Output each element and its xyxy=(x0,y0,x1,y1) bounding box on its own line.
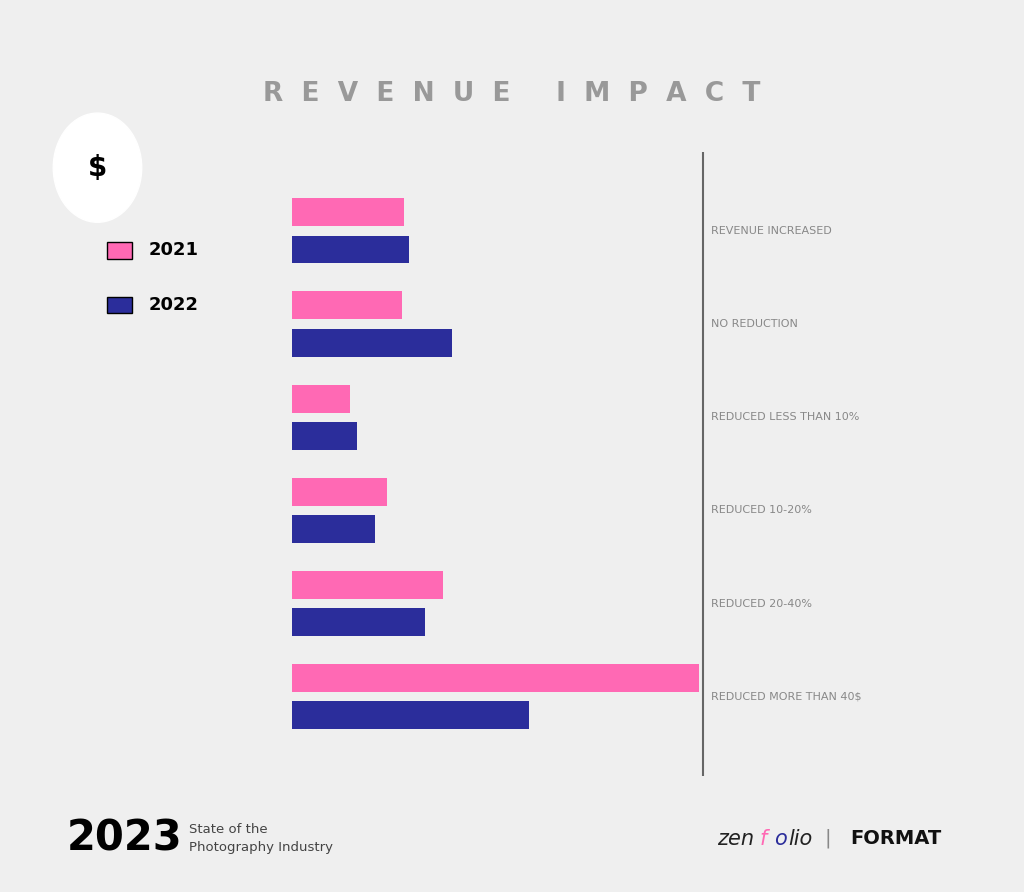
Bar xyxy=(292,422,357,450)
FancyBboxPatch shape xyxy=(108,242,132,259)
Bar xyxy=(292,571,443,599)
Text: 12%: 12% xyxy=(366,205,400,219)
Text: 12.5%: 12.5% xyxy=(354,242,404,257)
Bar xyxy=(292,384,350,413)
Text: 17.1%: 17.1% xyxy=(397,335,447,351)
Text: 14.2%: 14.2% xyxy=(370,615,421,630)
Bar xyxy=(292,701,529,730)
Text: f: f xyxy=(760,829,767,848)
Text: REVENUE INCREASED: REVENUE INCREASED xyxy=(711,226,831,235)
Text: NO REDUCTION: NO REDUCTION xyxy=(711,319,798,329)
Text: 7.0%: 7.0% xyxy=(312,428,353,443)
Bar xyxy=(292,329,452,357)
Bar xyxy=(292,665,699,692)
Text: 11.8%: 11.8% xyxy=(347,298,398,313)
Text: REDUCED 10-20%: REDUCED 10-20% xyxy=(711,506,812,516)
Bar xyxy=(292,292,402,319)
Text: State of the
Photography Industry: State of the Photography Industry xyxy=(189,823,334,855)
Text: FORMAT: FORMAT xyxy=(850,830,941,848)
Text: 43.6%: 43.6% xyxy=(645,671,695,686)
Bar xyxy=(292,515,375,543)
Text: 2023: 2023 xyxy=(67,818,182,860)
Bar xyxy=(292,478,387,506)
Text: 25.4%: 25.4% xyxy=(475,708,525,723)
Text: o: o xyxy=(774,829,786,848)
Bar xyxy=(292,235,409,263)
Text: REDUCED 20-40%: REDUCED 20-40% xyxy=(711,599,812,608)
Text: $: $ xyxy=(88,153,108,182)
Bar xyxy=(292,198,404,227)
Text: R  E  V  E  N  U  E     I  M  P  A  C  T: R E V E N U E I M P A C T xyxy=(263,80,761,107)
FancyBboxPatch shape xyxy=(108,296,132,313)
Text: REDUCED LESS THAN 10%: REDUCED LESS THAN 10% xyxy=(711,412,859,422)
Text: 16.2%: 16.2% xyxy=(389,577,439,592)
Text: 2022: 2022 xyxy=(150,296,199,314)
Text: 6.2%: 6.2% xyxy=(305,391,346,406)
Text: zen: zen xyxy=(717,829,754,848)
Text: lio: lio xyxy=(788,829,813,848)
Text: 10.2%: 10.2% xyxy=(333,484,383,500)
Text: REDUCED MORE THAN 40$: REDUCED MORE THAN 40$ xyxy=(711,692,861,702)
Circle shape xyxy=(53,113,141,222)
Bar xyxy=(292,608,425,636)
Text: |: | xyxy=(824,829,830,848)
Text: 8.9%: 8.9% xyxy=(331,522,372,537)
Text: 2021: 2021 xyxy=(150,241,199,260)
